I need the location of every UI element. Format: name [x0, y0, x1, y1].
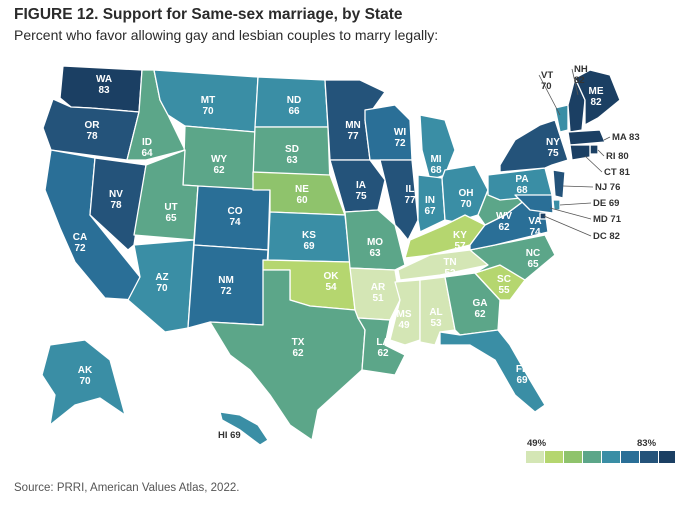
state-fl — [439, 329, 546, 413]
state-label-mn: MN 77 — [345, 120, 361, 142]
state-label-hi: HI 69 — [218, 430, 241, 441]
state-nj — [552, 169, 566, 199]
figure-subtitle: Percent who favor allowing gay and lesbi… — [14, 27, 439, 43]
state-label-nh: NH 82 — [574, 64, 588, 86]
state-label-ok: OK 54 — [324, 271, 340, 293]
state-label-ne: NE 60 — [295, 184, 309, 206]
state-ny — [499, 119, 569, 173]
state-label-fl: FL 69 — [516, 364, 528, 386]
leader-line-ri — [597, 149, 605, 157]
state-hi — [219, 411, 269, 446]
state-dc — [539, 212, 547, 220]
leader-line-dc — [543, 215, 592, 237]
leader-line-nj — [562, 185, 594, 188]
state-label-wv: WV 62 — [496, 211, 512, 233]
state-label-il: IL 77 — [404, 184, 416, 206]
state-label-la: LA 62 — [376, 337, 389, 359]
state-label-ar: AR 51 — [371, 282, 386, 304]
color-legend — [526, 451, 675, 463]
state-label-id: ID 64 — [141, 137, 153, 159]
legend-max-label: 83% — [637, 438, 657, 449]
state-label-nv: NV 78 — [109, 189, 123, 211]
state-label-ri: RI 80 — [606, 151, 629, 162]
state-label-sc: SC 55 — [497, 274, 511, 296]
state-label-al: AL 53 — [429, 307, 442, 329]
state-label-nc: NC 65 — [526, 248, 540, 270]
state-label-de: DE 69 — [593, 198, 619, 209]
state-label-ks: KS 69 — [302, 230, 316, 252]
state-label-wi: WI 72 — [394, 127, 406, 149]
state-label-mo: MO 63 — [367, 237, 383, 259]
state-label-az: AZ 70 — [155, 272, 168, 294]
leader-line-de — [559, 202, 592, 206]
state-label-ct: CT 81 — [604, 167, 631, 178]
state-ia — [329, 159, 386, 213]
state-ma — [567, 129, 606, 146]
state-label-co: CO 74 — [228, 206, 243, 228]
state-label-ut: UT 65 — [164, 202, 177, 224]
state-il — [379, 159, 419, 241]
state-md — [514, 194, 554, 214]
leader-line-md — [549, 207, 592, 220]
state-label-nj: NJ 76 — [595, 182, 620, 193]
state-label-vt: VT 70 — [541, 70, 553, 92]
state-label-wa: WA 83 — [96, 74, 112, 96]
legend-swatch-2 — [545, 451, 563, 463]
state-label-md: MD 71 — [593, 214, 622, 225]
leader-line-ct — [584, 155, 603, 173]
state-label-ms: MS 49 — [397, 309, 412, 331]
figure-title: FIGURE 12. Support for Same-sex marriage… — [14, 6, 403, 23]
state-nv — [89, 157, 147, 251]
state-ri — [589, 144, 599, 155]
legend-swatch-4 — [583, 451, 601, 463]
state-label-nd: ND 66 — [287, 95, 301, 117]
state-label-sd: SD 63 — [285, 144, 299, 166]
state-me — [574, 69, 621, 126]
state-label-nm: NM 72 — [218, 275, 234, 297]
legend-swatch-8 — [659, 451, 675, 463]
state-label-dc: DC 82 — [593, 231, 620, 242]
legend-swatch-7 — [640, 451, 658, 463]
state-label-tx: TX 62 — [292, 337, 305, 359]
state-label-wy: WY 62 — [211, 154, 227, 176]
state-label-ak: AK 70 — [78, 365, 93, 387]
legend-swatch-3 — [564, 451, 582, 463]
state-label-in: IN 67 — [424, 195, 436, 217]
state-ak — [41, 339, 126, 426]
state-label-ma: MA 83 — [612, 132, 640, 143]
state-label-mt: MT 70 — [201, 95, 215, 117]
leader-line-vt — [538, 74, 561, 116]
state-label-tn: TN 52 — [443, 257, 456, 279]
state-label-me: ME 82 — [589, 86, 604, 108]
legend-swatch-5 — [602, 451, 620, 463]
legend-swatch-6 — [621, 451, 639, 463]
legend-min-label: 49% — [527, 438, 547, 449]
leader-line-nh — [571, 68, 579, 96]
source-note: Source: PRRI, American Values Atlas, 202… — [14, 482, 240, 494]
state-label-mi: MI 68 — [430, 154, 442, 176]
legend-swatch-1 — [526, 451, 544, 463]
state-label-va: VA 74 — [528, 216, 541, 238]
state-label-ia: IA 75 — [355, 180, 367, 202]
state-label-ca: CA 72 — [73, 232, 87, 254]
leader-line-ma — [603, 136, 611, 141]
state-in — [417, 174, 446, 233]
state-de — [552, 199, 561, 211]
state-la — [357, 317, 406, 376]
state-label-oh: OH 70 — [459, 188, 474, 210]
state-label-or: OR 78 — [85, 120, 101, 142]
state-label-ny: NY 75 — [546, 137, 560, 159]
state-label-pa: PA 68 — [515, 174, 528, 196]
state-label-ky: KY 57 — [453, 230, 467, 252]
state-label-ga: GA 62 — [473, 298, 488, 320]
